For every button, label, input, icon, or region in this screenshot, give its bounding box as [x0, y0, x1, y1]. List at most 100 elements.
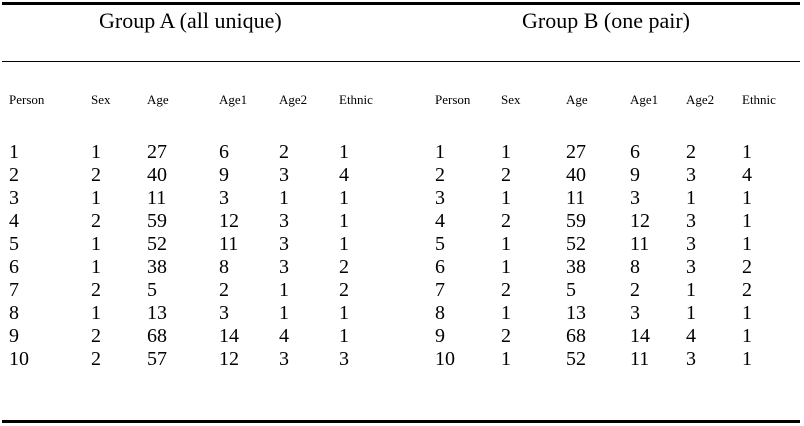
cell-b-age: 11 [566, 187, 586, 209]
cell-a-age1: 14 [219, 325, 239, 347]
cell-b-sex: 2 [501, 164, 511, 186]
cell-a-age2: 1 [279, 187, 289, 209]
cell-b-ethnic: 1 [742, 233, 752, 255]
table-row: 10 2 57 12 3 3 10 1 52 11 3 1 [0, 348, 804, 371]
cell-a-age1: 11 [219, 233, 239, 255]
cell-b-age: 5 [566, 279, 576, 301]
cell-a-age: 38 [147, 256, 167, 278]
cell-b-age1: 12 [630, 210, 650, 232]
cell-a-age1: 8 [219, 256, 229, 278]
cell-a-sex: 2 [91, 279, 101, 301]
cell-a-person: 5 [9, 233, 19, 255]
table-row: 4 2 59 12 3 1 4 2 59 12 3 1 [0, 210, 804, 233]
cell-b-ethnic: 1 [742, 187, 752, 209]
cell-a-person: 2 [9, 164, 19, 186]
cell-a-age2: 4 [279, 325, 289, 347]
cell-a-age: 27 [147, 141, 167, 163]
cell-b-sex: 2 [501, 325, 511, 347]
cell-a-sex: 2 [91, 325, 101, 347]
col-header-person-b: Person [435, 92, 471, 107]
cell-a-ethnic: 2 [339, 279, 349, 301]
cell-a-age1: 3 [219, 302, 229, 324]
cell-b-age: 40 [566, 164, 586, 186]
cell-a-age2: 1 [279, 279, 289, 301]
cell-a-age: 13 [147, 302, 167, 324]
cell-b-age2: 1 [686, 279, 696, 301]
cell-a-person: 7 [9, 279, 19, 301]
cell-b-age2: 2 [686, 141, 696, 163]
col-header-sex-a: Sex [91, 92, 111, 107]
cell-a-sex: 1 [91, 141, 101, 163]
cell-b-ethnic: 2 [742, 279, 752, 301]
cell-a-age1: 12 [219, 210, 239, 232]
cell-a-age2: 3 [279, 256, 289, 278]
top-rule [2, 2, 800, 5]
cell-a-sex: 1 [91, 302, 101, 324]
cell-a-sex: 1 [91, 256, 101, 278]
cell-a-age: 52 [147, 233, 167, 255]
cell-a-person: 9 [9, 325, 19, 347]
cell-b-age1: 2 [630, 279, 640, 301]
cell-b-ethnic: 4 [742, 164, 752, 186]
cell-b-sex: 1 [501, 348, 511, 370]
cell-b-person: 4 [435, 210, 445, 232]
cell-b-person: 6 [435, 256, 445, 278]
cell-b-age: 68 [566, 325, 586, 347]
cell-a-person: 6 [9, 256, 19, 278]
cell-b-age1: 9 [630, 164, 640, 186]
cell-a-age: 11 [147, 187, 167, 209]
cell-a-ethnic: 1 [339, 187, 349, 209]
cell-a-age2: 2 [279, 141, 289, 163]
cell-a-ethnic: 2 [339, 256, 349, 278]
cell-a-age1: 12 [219, 348, 239, 370]
cell-a-age1: 2 [219, 279, 229, 301]
cell-b-age2: 1 [686, 187, 696, 209]
cell-b-person: 7 [435, 279, 445, 301]
cell-b-person: 3 [435, 187, 445, 209]
cell-a-sex: 2 [91, 210, 101, 232]
table-row: 2 2 40 9 3 4 2 2 40 9 3 4 [0, 164, 804, 187]
cell-b-age2: 3 [686, 164, 696, 186]
cell-b-age1: 14 [630, 325, 650, 347]
cell-b-ethnic: 1 [742, 302, 752, 324]
table-row: 8 1 13 3 1 1 8 1 13 3 1 1 [0, 302, 804, 325]
cell-b-age1: 11 [630, 348, 650, 370]
cell-b-sex: 1 [501, 302, 511, 324]
bottom-rule [2, 420, 800, 423]
cell-b-sex: 1 [501, 233, 511, 255]
cell-a-age2: 3 [279, 233, 289, 255]
table-row: 3 1 11 3 1 1 3 1 11 3 1 1 [0, 187, 804, 210]
cell-b-sex: 1 [501, 141, 511, 163]
table-row: 9 2 68 14 4 1 9 2 68 14 4 1 [0, 325, 804, 348]
cell-b-person: 5 [435, 233, 445, 255]
cell-a-sex: 2 [91, 164, 101, 186]
col-header-ethnic-a: Ethnic [339, 92, 373, 107]
cell-b-person: 9 [435, 325, 445, 347]
cell-a-ethnic: 3 [339, 348, 349, 370]
cell-b-age: 38 [566, 256, 586, 278]
cell-a-age1: 9 [219, 164, 229, 186]
cell-a-age2: 1 [279, 302, 289, 324]
cell-b-age: 13 [566, 302, 586, 324]
cell-b-person: 10 [435, 348, 455, 370]
cell-a-age: 57 [147, 348, 167, 370]
table-row: 1 1 27 6 2 1 1 1 27 6 2 1 [0, 141, 804, 164]
cell-b-ethnic: 1 [742, 210, 752, 232]
table-body: 1 1 27 6 2 1 1 1 27 6 2 1 2 2 40 9 3 4 2… [0, 141, 804, 371]
cell-a-person: 3 [9, 187, 19, 209]
cell-b-ethnic: 2 [742, 256, 752, 278]
cell-a-ethnic: 4 [339, 164, 349, 186]
cell-a-age2: 3 [279, 210, 289, 232]
cell-a-age2: 3 [279, 164, 289, 186]
col-header-sex-b: Sex [501, 92, 521, 107]
col-header-age-b: Age [566, 92, 588, 107]
cell-a-person: 1 [9, 141, 19, 163]
cell-b-age1: 3 [630, 302, 640, 324]
cell-a-ethnic: 1 [339, 141, 349, 163]
group-b-title: Group B (one pair) [522, 8, 691, 33]
table-row: 5 1 52 11 3 1 5 1 52 11 3 1 [0, 233, 804, 256]
cell-b-sex: 2 [501, 210, 511, 232]
cell-a-sex: 1 [91, 187, 101, 209]
cell-b-age2: 4 [686, 325, 696, 347]
cell-b-age2: 3 [686, 256, 696, 278]
